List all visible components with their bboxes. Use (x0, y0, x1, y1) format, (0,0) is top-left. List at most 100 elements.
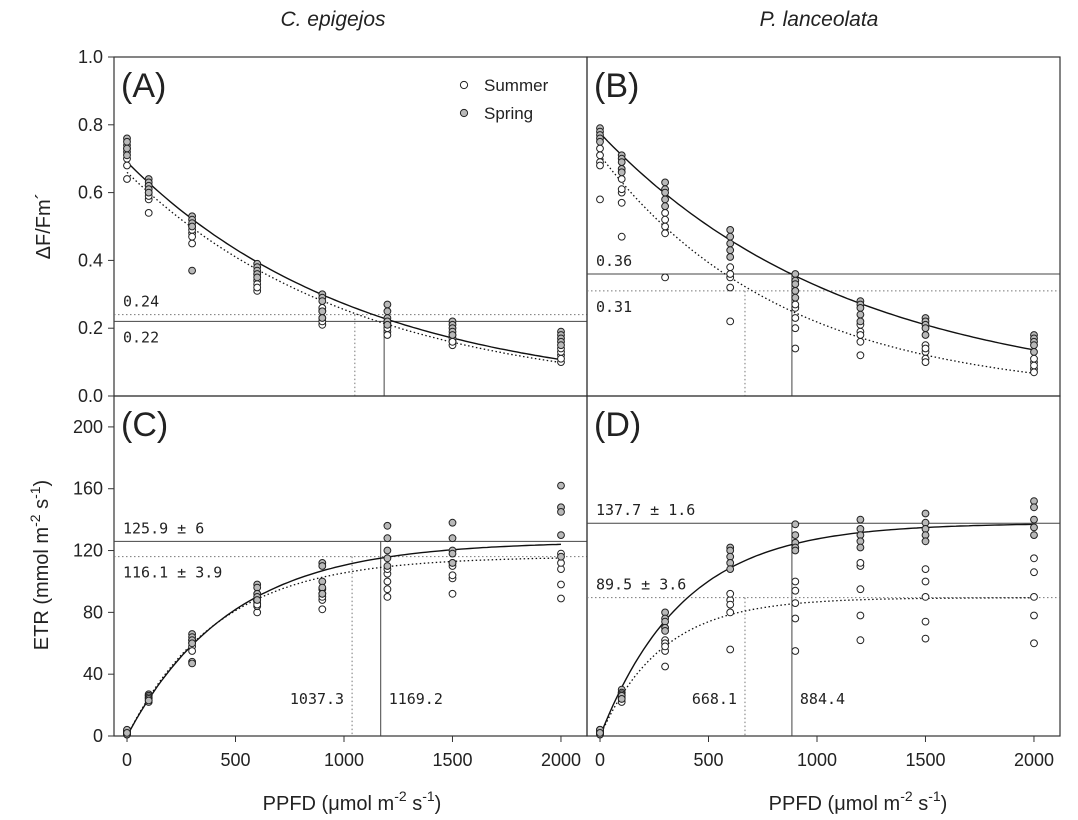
fit-curve-spring-c (126, 543, 562, 737)
point-spring-a-7-4 (557, 341, 565, 350)
column-titles: C. epigejos P. lanceolata (280, 8, 878, 31)
point-spring-a-5-1 (383, 307, 392, 316)
point-spring-b-2-3 (661, 195, 669, 204)
y-tick-label-c-2: 80 (83, 602, 103, 622)
point-summer-d-7-3 (1030, 568, 1038, 577)
y-tick-label-c-1: 40 (83, 664, 103, 684)
y-axis-titles: ΔF/Fm´ ETR (mmol m-2 s-1) (27, 193, 55, 651)
point-spring-d-5-4 (856, 543, 865, 552)
point-summer-c-7-0 (557, 594, 565, 603)
point-summer-b-5-2 (856, 351, 865, 360)
point-spring-a-0-2 (123, 137, 131, 146)
point-spring-a-3-4 (253, 273, 262, 282)
point-spring-b-7-4 (1030, 348, 1038, 356)
point-spring-a-4-4 (318, 314, 327, 322)
point-summer-b-7-3 (1030, 361, 1038, 370)
panel-a: (A) 0.0 0.2 0.4 0.6 0.8 1.0 0.24 0.22 Summer Sprin… (78, 47, 588, 406)
point-summer-b-2-3 (661, 273, 669, 282)
point-summer-c-5-0 (383, 593, 392, 601)
point-summer-c-7-1 (557, 580, 565, 589)
point-summer-d-3-0 (726, 645, 735, 654)
point-spring-a-0-3 (123, 144, 131, 153)
x-tick-label-d-3: 1500 (905, 750, 945, 770)
point-spring-c-5-4 (383, 562, 392, 570)
point-spring-c-3-4 (253, 596, 262, 604)
y-tick-label-a-3: 0.6 (78, 183, 103, 203)
point-spring-c-4-4 (318, 589, 327, 598)
x-tick-label-c-1: 500 (220, 750, 250, 770)
reference-label-a-1: 0.22 (123, 328, 159, 346)
point-summer-d-5-4 (856, 559, 865, 567)
point-summer-a-0-4 (123, 175, 131, 183)
point-summer-b-1-4 (617, 185, 626, 194)
x-axis-title-left-end: ) (435, 793, 442, 815)
x-tick-label-d-2: 1000 (797, 750, 837, 770)
point-spring-d-7-3 (1030, 523, 1038, 532)
point-summer-d-7-1 (1030, 611, 1038, 620)
x-tick-label-d-0: 0 (595, 750, 605, 770)
legend-marker-spring (459, 108, 469, 118)
point-spring-c-2-4 (188, 659, 197, 668)
fit-curve-spring-a (126, 161, 562, 361)
point-spring-b-7-3 (1030, 341, 1038, 350)
y-tick-label-c-4: 160 (73, 479, 103, 499)
point-summer-c-6-0 (448, 589, 457, 598)
legend: Summer Spring (459, 76, 549, 123)
point-summer-b-3-0 (726, 263, 735, 272)
point-summer-d-3-1 (726, 608, 735, 617)
point-summer-d-2-4 (661, 642, 669, 651)
point-summer-d-5-1 (856, 611, 865, 620)
y-tick-label-c-5: 200 (73, 417, 103, 437)
point-spring-b-2-2 (661, 188, 669, 197)
point-summer-c-2-4 (188, 647, 197, 655)
point-summer-a-1-4 (144, 209, 153, 217)
fit-curve-summer-d (599, 597, 1034, 737)
point-summer-d-7-2 (1030, 593, 1038, 601)
point-spring-b-5-4 (856, 317, 865, 326)
point-spring-a-1-4 (144, 188, 153, 197)
x-axis-title-left-text: PPFD (μmol m (263, 793, 395, 815)
reference-label-b-0: 0.36 (596, 252, 632, 270)
threshold-label-c-1: 1169.2 (389, 690, 443, 708)
y-tick-label-a-0: 0.0 (78, 386, 103, 406)
y-axis-title-top: ΔF/Fm´ (33, 193, 55, 260)
legend-label-spring: Spring (484, 104, 533, 123)
y-axis-title-bottom-sup2: -1 (27, 486, 43, 499)
point-spring-d-7-1 (1030, 503, 1038, 512)
point-spring-b-3-0 (726, 226, 735, 234)
point-spring-b-4-4 (791, 293, 800, 302)
reference-label-d-0: 137.7 ± 1.6 (596, 501, 695, 519)
point-summer-b-4-2 (791, 324, 800, 333)
point-spring-c-7-0 (557, 481, 565, 490)
y-tick-label-c-0: 0 (93, 726, 103, 746)
point-spring-a-5-4 (383, 320, 392, 329)
point-summer-a-3-4 (253, 283, 262, 292)
point-spring-d-6-4 (921, 537, 930, 546)
point-summer-b-6-4 (921, 344, 930, 353)
x-axis-title-right-sup2: -1 (928, 788, 941, 804)
point-summer-b-0-4 (596, 161, 604, 170)
point-spring-d-6-0 (921, 509, 930, 518)
point-spring-a-2-3 (188, 222, 197, 231)
point-spring-c-5-1 (383, 534, 392, 543)
x-axis-title-left-sup1: -2 (394, 788, 407, 804)
point-summer-d-7-4 (1030, 554, 1038, 563)
point-spring-c-7-4 (557, 552, 565, 561)
reference-label-d-1: 89.5 ± 3.6 (596, 576, 686, 594)
point-spring-b-6-3 (921, 324, 930, 333)
panel-label-b: (B) (594, 67, 639, 105)
point-summer-b-1-0 (617, 175, 626, 183)
x-tick-label-d-4: 2000 (1014, 750, 1054, 770)
point-summer-d-6-3 (921, 577, 930, 586)
point-summer-b-2-4 (661, 215, 669, 224)
point-spring-c-4-1 (318, 562, 327, 570)
x-tick-label-c-0: 0 (122, 750, 132, 770)
point-spring-c-1-4 (144, 696, 153, 705)
reference-label-b-1: 0.31 (596, 298, 632, 316)
panel-b: (B) 0.36 0.31 (586, 56, 1061, 397)
point-spring-c-5-0 (383, 521, 392, 530)
point-spring-b-1-2 (617, 158, 626, 167)
point-summer-d-4-3 (791, 586, 800, 595)
point-summer-d-5-2 (856, 585, 865, 594)
y-tick-label-a-4: 0.8 (78, 115, 103, 135)
